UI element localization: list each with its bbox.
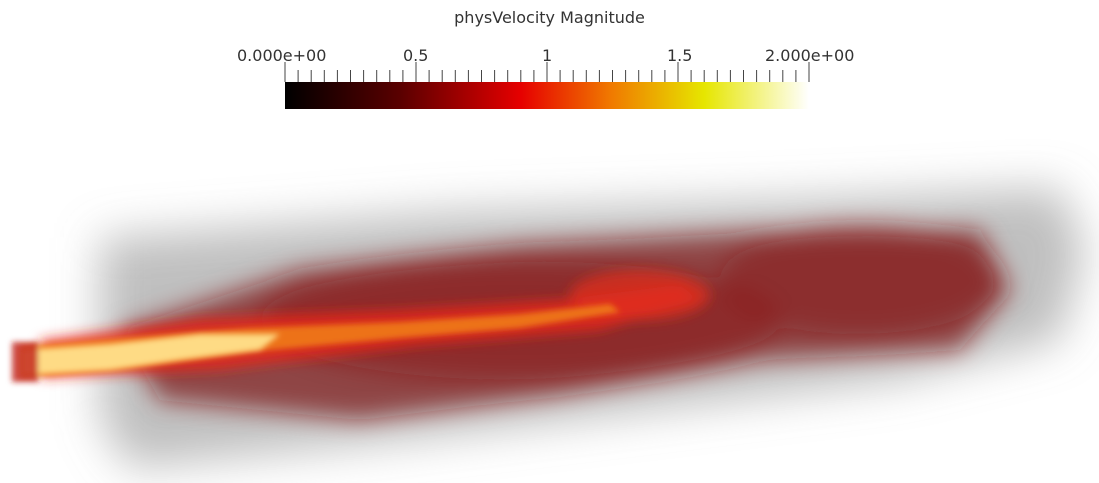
- colorbar-tick-label-1: 1: [542, 46, 553, 65]
- colorbar-legend: physVelocity Magnitude 0.000e+00 0.5 1 1…: [0, 0, 1099, 120]
- plume-inlet-core: [12, 334, 280, 382]
- colorbar-gradient: [285, 82, 809, 109]
- colorbar-title: physVelocity Magnitude: [454, 8, 645, 27]
- colorbar-min-label: 0.000e+00: [237, 46, 327, 65]
- colorbar-tick-label-0-5: 0.5: [403, 46, 429, 65]
- colorbar-max-label: 2.000e+00: [765, 46, 855, 65]
- colorbar-ticks: [284, 62, 810, 82]
- colorbar-tick-label-1-5: 1.5: [667, 46, 693, 65]
